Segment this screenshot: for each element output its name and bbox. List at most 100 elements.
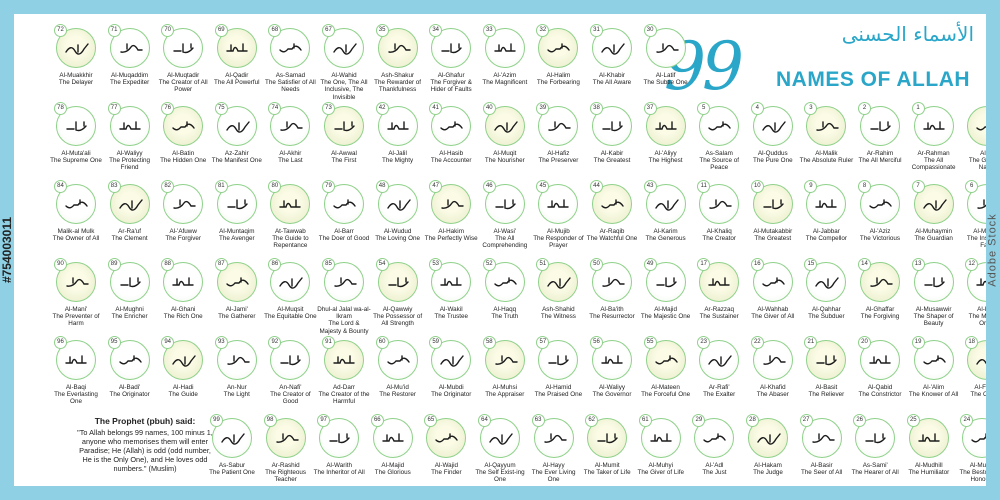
name-medallion: 45 xyxy=(536,180,579,224)
name-card: 73 Al-Awwal The First xyxy=(316,102,372,192)
name-medallion: 54 xyxy=(375,258,418,302)
stock-id-label: #754003011 xyxy=(0,0,14,500)
name-card: 34 Al-Ghafur The Forgiver & Hider of Fault… xyxy=(423,24,479,114)
name-medallion: 62 xyxy=(585,414,628,458)
name-number-badge: 88 xyxy=(161,258,175,271)
arabic-calligraphy-icon xyxy=(66,121,87,132)
name-medallion: 87 xyxy=(214,258,257,302)
name-medallion: 57 xyxy=(536,336,579,380)
name-transliteration: Al-Khabir xyxy=(599,72,625,79)
name-card: 29 Al-'Adl The Just xyxy=(686,414,742,500)
name-transliteration: Al-Mu'id xyxy=(386,384,409,391)
name-card: 91 Ad-Darr The Creator of the Harmful xyxy=(316,336,372,426)
arabic-calligraphy-icon xyxy=(334,277,357,287)
name-meaning: The Absolute Ruler xyxy=(799,157,854,165)
arabic-calligraphy-icon xyxy=(119,277,141,288)
arabic-calligraphy-icon xyxy=(601,199,624,209)
name-card: 40 Al-Muqit The Nourisher xyxy=(477,102,533,192)
name-transliteration: Al-Mubdi xyxy=(438,384,464,391)
name-number-badge: 15 xyxy=(804,258,818,271)
name-card: 75 Az-Zahir The Manifest One xyxy=(209,102,265,192)
name-meaning: The Taker of Life xyxy=(583,469,631,477)
name-number-badge: 96 xyxy=(54,336,67,349)
name-medallion: 60 xyxy=(375,336,418,380)
name-transliteration: Al-Mujib xyxy=(547,228,570,235)
name-meaning: The All Compassionate xyxy=(911,157,956,172)
arabic-calligraphy-icon xyxy=(173,199,196,209)
name-card: 11 Al-Khaliq The Creator xyxy=(691,180,747,270)
name-card: 4 Al-Quddus The Pure One xyxy=(745,102,801,192)
name-transliteration: Ar-Rahman xyxy=(917,150,950,157)
name-number-badge: 90 xyxy=(54,258,67,271)
arabic-calligraphy-icon xyxy=(435,433,459,443)
name-number-badge: 65 xyxy=(424,414,438,427)
arabic-calligraphy-icon xyxy=(815,277,840,289)
name-transliteration: Al-Mumit xyxy=(594,462,620,469)
name-number-badge: 11 xyxy=(697,180,711,193)
name-card: 54 Al-Qawwiy The Possessor of All Strength xyxy=(370,258,426,348)
name-transliteration: Al-'Aziz xyxy=(869,228,891,235)
name-meaning: The All Aware xyxy=(592,79,632,87)
name-medallion: 48 xyxy=(375,180,418,224)
name-transliteration: Ar-Raqib xyxy=(599,228,625,235)
name-card: 67 Al-Wahid The One, The All Inclusive, Th… xyxy=(316,24,372,114)
name-number-badge: 93 xyxy=(214,336,228,349)
name-number-badge: 13 xyxy=(911,258,925,271)
name-transliteration: Al-'Afuww xyxy=(169,228,197,235)
name-card: 38 Al-Kabir The Greatest xyxy=(584,102,640,192)
name-meaning: The All Comprehending xyxy=(482,235,528,250)
name-meaning: The Resurrector xyxy=(589,313,635,321)
poster-canvas: الأسماء الحسنى 99 NAMES OF ALLAH The Pro… xyxy=(14,14,1000,486)
name-card: 93 An-Nur The Light xyxy=(209,336,265,426)
name-number-badge: 41 xyxy=(429,102,443,115)
name-number-badge: 89 xyxy=(107,258,121,271)
name-card: 92 An-Nafi' The Creator of Good xyxy=(262,336,318,426)
name-transliteration: Al-Wasi' xyxy=(493,228,517,235)
name-number-badge: 48 xyxy=(375,180,389,193)
name-meaning: The Responder of Prayer xyxy=(533,235,584,250)
arabic-calligraphy-icon xyxy=(708,277,730,286)
name-transliteration: Al-Qabid xyxy=(867,384,893,391)
name-meaning: The Witness xyxy=(540,313,576,321)
name-meaning: The Truth xyxy=(491,313,519,321)
arabic-calligraphy-icon xyxy=(494,277,517,287)
name-number-badge: 2 xyxy=(858,102,871,115)
name-meaning: The Praised One xyxy=(534,391,583,399)
name-meaning: The Governor xyxy=(592,391,632,399)
arabic-calligraphy-icon xyxy=(865,433,886,444)
name-medallion: 20 xyxy=(858,336,900,380)
name-meaning: The All Merciful xyxy=(858,157,902,165)
name-medallion: 33 xyxy=(482,24,525,68)
name-card: 74 Al-Akhir The Last xyxy=(262,102,318,192)
name-number-badge: 76 xyxy=(161,102,175,115)
name-meaning: The Trustee xyxy=(434,313,468,321)
name-transliteration: At-Tawwab xyxy=(274,228,306,235)
name-meaning: The Creator of All Power xyxy=(158,79,208,94)
name-number-badge: 81 xyxy=(214,180,228,193)
name-medallion: 94 xyxy=(161,336,204,380)
name-medallion: 61 xyxy=(638,414,681,458)
name-meaning: The Supreme One xyxy=(50,157,102,165)
name-medallion: 78 xyxy=(54,102,96,146)
arabic-calligraphy-icon xyxy=(870,121,891,132)
name-card: 49 Al-Majid The Majestic One xyxy=(638,258,694,348)
name-medallion: 40 xyxy=(482,102,525,146)
name-transliteration: Al-Wakil xyxy=(439,306,463,313)
name-meaning: The First xyxy=(331,157,357,165)
name-meaning: The Patient One xyxy=(209,469,255,477)
name-number-badge: 16 xyxy=(750,258,764,271)
name-meaning: The Avenger xyxy=(219,235,255,243)
name-medallion: 96 xyxy=(54,336,96,380)
name-meaning: The Majestic One xyxy=(640,313,691,321)
name-medallion: 64 xyxy=(478,414,520,458)
name-number-badge: 38 xyxy=(590,102,603,115)
name-number-badge: 60 xyxy=(375,336,389,349)
name-medallion: 67 xyxy=(322,24,364,68)
name-medallion: 11 xyxy=(697,180,740,224)
name-transliteration: An-Nur xyxy=(226,384,247,391)
name-medallion: 90 xyxy=(54,258,96,302)
name-transliteration: Ar-Rafi' xyxy=(708,384,730,391)
name-number-badge: 94 xyxy=(161,336,175,349)
name-meaning: The Equitable One xyxy=(264,313,317,321)
name-card: 52 Al-Haqq The Truth xyxy=(477,258,533,348)
